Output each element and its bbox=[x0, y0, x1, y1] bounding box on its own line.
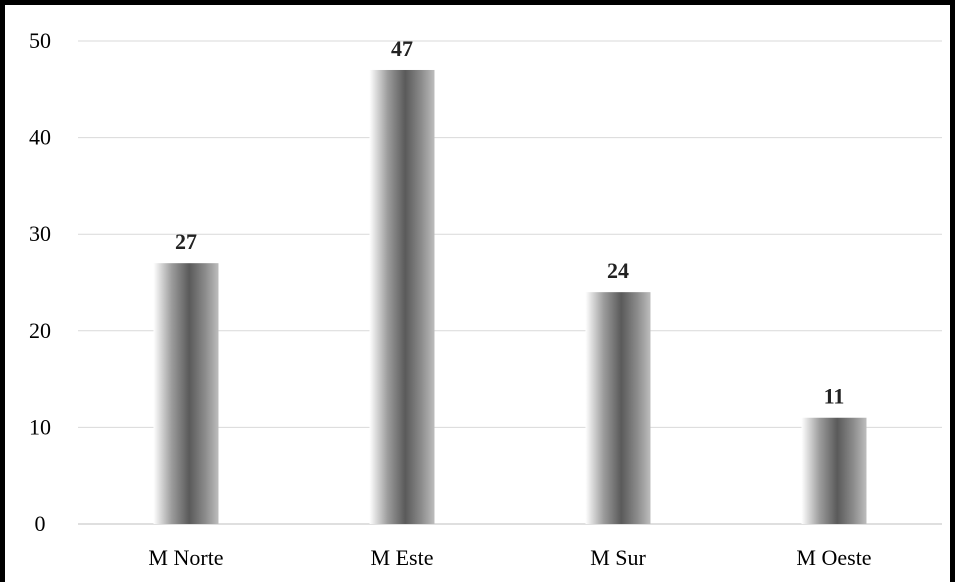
bar bbox=[585, 292, 651, 524]
bar bbox=[153, 263, 219, 524]
bar bbox=[369, 69, 435, 524]
bars bbox=[153, 69, 867, 524]
data-label: 11 bbox=[824, 384, 845, 409]
y-tick-label: 30 bbox=[29, 221, 51, 246]
x-category-label: M Sur bbox=[590, 545, 646, 570]
data-label: 24 bbox=[607, 258, 629, 283]
y-tick-label: 0 bbox=[35, 511, 46, 536]
y-tick-label: 10 bbox=[29, 414, 51, 439]
y-tick-label: 20 bbox=[29, 318, 51, 343]
y-tick-label: 50 bbox=[29, 28, 51, 53]
x-axis-categories: M Norte M Este M Sur M Oeste bbox=[148, 545, 871, 570]
x-category-label: M Norte bbox=[148, 545, 223, 570]
y-tick-label: 40 bbox=[29, 125, 51, 150]
x-category-label: M Oeste bbox=[796, 545, 871, 570]
y-axis-ticks: 0 10 20 30 40 50 bbox=[29, 28, 51, 536]
data-labels: 27 47 24 11 bbox=[175, 36, 844, 409]
bar bbox=[801, 417, 867, 524]
data-label: 27 bbox=[175, 229, 197, 254]
data-label: 47 bbox=[391, 36, 413, 61]
x-category-label: M Este bbox=[371, 545, 434, 570]
gridlines bbox=[78, 40, 942, 525]
